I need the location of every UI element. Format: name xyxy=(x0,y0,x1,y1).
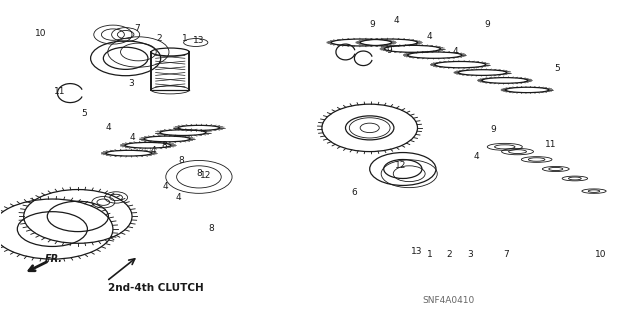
Text: 11: 11 xyxy=(54,87,66,96)
Text: 13: 13 xyxy=(411,247,422,256)
Text: 4: 4 xyxy=(176,193,181,202)
Text: 8: 8 xyxy=(209,224,214,233)
Text: 1: 1 xyxy=(182,34,188,43)
Text: 2: 2 xyxy=(157,34,162,43)
Text: 9: 9 xyxy=(490,125,496,134)
Text: 12: 12 xyxy=(200,171,211,181)
Text: 3: 3 xyxy=(467,250,472,259)
Text: 9: 9 xyxy=(484,20,490,29)
Text: FR.: FR. xyxy=(45,255,63,264)
Text: 11: 11 xyxy=(545,140,556,149)
Text: 9: 9 xyxy=(386,46,392,55)
Text: 1: 1 xyxy=(427,250,433,259)
Text: 3: 3 xyxy=(129,79,134,88)
Text: 4: 4 xyxy=(394,16,399,25)
Text: 6: 6 xyxy=(351,188,356,197)
Text: 2: 2 xyxy=(446,250,452,259)
Text: 4: 4 xyxy=(427,32,433,41)
Text: 4: 4 xyxy=(474,152,479,161)
Text: 4: 4 xyxy=(163,182,168,191)
Text: 4: 4 xyxy=(150,146,156,155)
Text: 5: 5 xyxy=(81,109,87,118)
Text: 7: 7 xyxy=(134,24,140,33)
Text: 13: 13 xyxy=(193,36,205,45)
Text: 9: 9 xyxy=(369,20,375,29)
Text: 7: 7 xyxy=(503,250,509,259)
Text: 2nd-4th CLUTCH: 2nd-4th CLUTCH xyxy=(108,284,204,293)
Text: 8: 8 xyxy=(178,156,184,165)
Text: 5: 5 xyxy=(554,64,560,73)
Text: 4: 4 xyxy=(452,48,458,56)
Text: SNF4A0410: SNF4A0410 xyxy=(422,296,474,305)
Text: 12: 12 xyxy=(395,161,406,170)
Text: 8: 8 xyxy=(161,141,167,150)
Text: 4: 4 xyxy=(129,133,135,143)
Text: 8: 8 xyxy=(196,169,202,178)
Text: 4: 4 xyxy=(106,123,111,132)
Text: 10: 10 xyxy=(595,250,606,259)
Text: 10: 10 xyxy=(35,28,47,38)
